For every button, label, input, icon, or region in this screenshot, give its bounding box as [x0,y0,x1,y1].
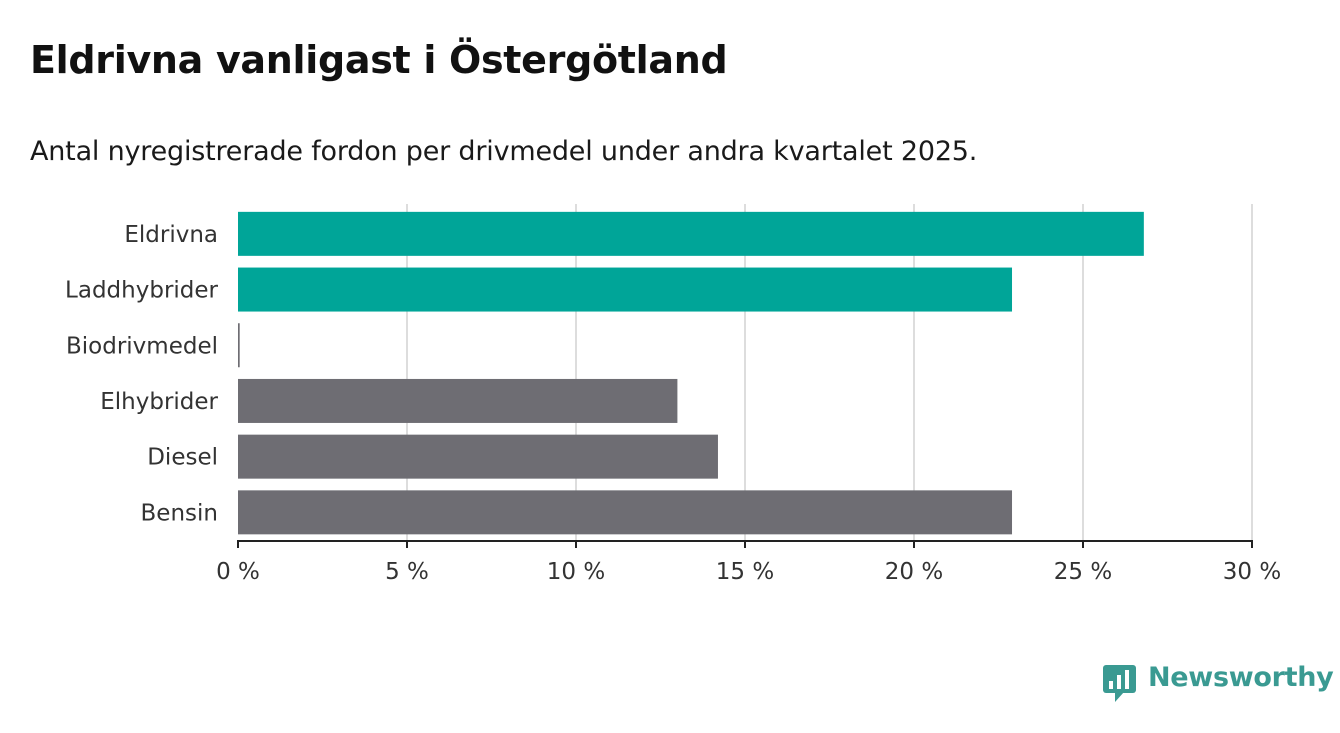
x-tick-label: 10 % [547,559,605,585]
bar-biodrivmedel [238,323,240,368]
bar-eldrivna [238,211,1144,256]
category-label: Biodrivmedel [66,333,218,359]
category-label: Laddhybrider [65,278,218,304]
bar-diesel [238,434,718,479]
x-tick-label: 5 % [385,559,429,585]
x-tick-label: 30 % [1223,559,1281,585]
category-label: Diesel [147,445,218,471]
brand-name: Newsworthy [1148,662,1334,693]
chart-subtitle: Antal nyregistrerade fordon per drivmede… [30,136,978,167]
category-label: Elhybrider [100,389,218,415]
category-label: Eldrivna [124,222,218,248]
bar-elhybrider [238,378,678,423]
grid-lines [406,204,1253,541]
bar-bensin [238,490,1013,535]
x-tick-label: 15 % [716,559,774,585]
category-label: Bensin [141,500,218,526]
chart-title: Eldrivna vanligast i Östergötland [30,38,728,82]
bar-laddhybrider [238,267,1013,312]
x-tick-label: 0 % [216,559,260,585]
x-tick-label: 25 % [1054,559,1112,585]
x-tick-label: 20 % [885,559,943,585]
x-axis: 0 % 5 % 10 % 15 % 20 % 25 % 30 % [216,540,1281,585]
newsworthy-logo: Newsworthy [1102,662,1334,704]
newsworthy-chart-bubble-icon [1103,665,1136,702]
bars [238,211,1144,535]
category-labels: Eldrivna Laddhybrider Biodrivmedel Elhybrid… [65,222,218,526]
